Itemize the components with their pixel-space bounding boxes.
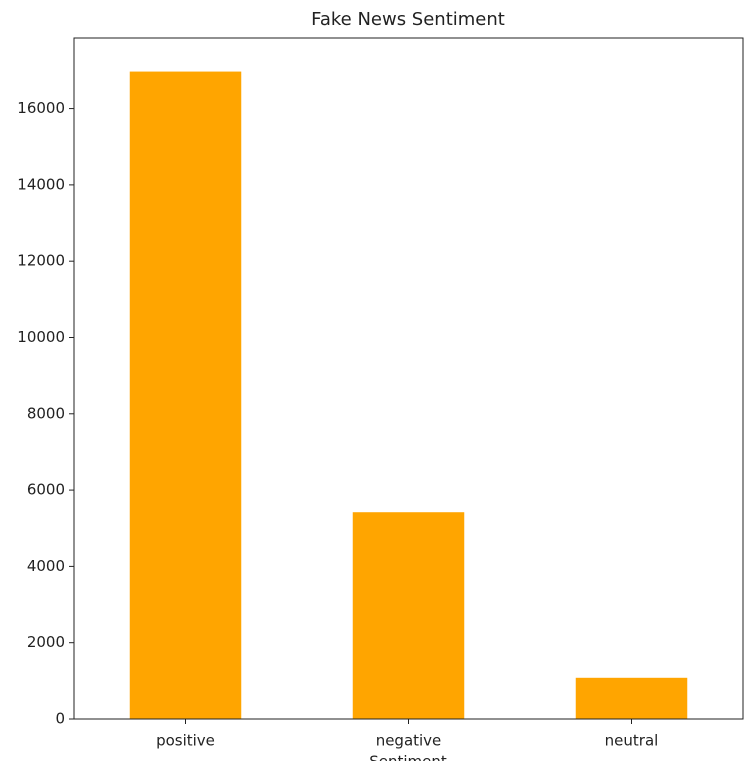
y-tick-label: 4000 <box>27 557 65 575</box>
y-tick-label: 16000 <box>17 99 65 117</box>
x-tick-label: negative <box>376 732 442 750</box>
x-tick-label: neutral <box>605 732 659 750</box>
x-axis-label: Sentiment <box>369 753 447 761</box>
bar <box>352 512 465 719</box>
y-tick-label: 8000 <box>27 404 65 422</box>
y-tick-label: 12000 <box>17 252 65 270</box>
x-tick-label: positive <box>156 732 215 750</box>
bar <box>575 677 688 719</box>
y-tick-label: 2000 <box>27 633 65 651</box>
plot-frame <box>73 37 744 720</box>
y-tick-label: 14000 <box>17 175 65 193</box>
y-tick-label: 10000 <box>17 328 65 346</box>
bar <box>129 71 242 719</box>
y-tick-label: 6000 <box>27 481 65 499</box>
y-tick-label: 0 <box>55 710 65 728</box>
chart-title: Fake News Sentiment <box>311 9 505 30</box>
